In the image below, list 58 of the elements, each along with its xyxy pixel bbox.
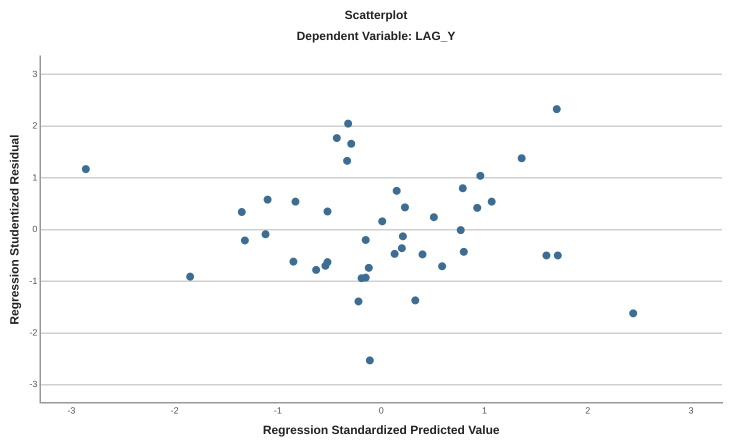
point	[262, 230, 270, 238]
chart-subtitle: Dependent Variable: LAG_Y	[296, 29, 456, 43]
point	[473, 204, 482, 212]
point	[438, 262, 446, 270]
y-tick-label: -2	[29, 327, 38, 338]
x-tick-label: 3	[688, 406, 694, 416]
point	[518, 154, 526, 162]
point	[460, 248, 468, 256]
point	[542, 251, 550, 260]
x-tick-label: 1	[482, 406, 487, 416]
point	[238, 208, 246, 216]
point	[418, 250, 427, 258]
point	[398, 244, 406, 252]
point	[390, 250, 399, 258]
point	[332, 134, 341, 142]
point	[343, 156, 352, 165]
point	[312, 266, 320, 274]
point	[291, 198, 300, 206]
point	[186, 272, 194, 281]
y-tick-label: -1	[29, 276, 38, 286]
point	[378, 217, 386, 226]
y-tick-label: 1	[32, 172, 38, 182]
x-tick-label: -2	[170, 406, 179, 416]
point	[364, 264, 373, 272]
y-tick-label: 2	[32, 120, 38, 131]
x-tick-label: 2	[585, 406, 590, 416]
x-tick-label: -1	[274, 406, 282, 416]
point	[488, 198, 496, 206]
point	[264, 196, 272, 204]
x-tick-label: 0	[378, 406, 384, 416]
point	[344, 120, 352, 128]
point	[362, 236, 370, 244]
point	[476, 172, 484, 180]
chart-title: Scatterplot	[344, 8, 408, 22]
y-axis-title: Regression Studentized Residual	[8, 134, 22, 325]
x-tick-label: -3	[67, 406, 76, 416]
x-axis-title: Regression Standardized Predicted Value	[262, 423, 500, 438]
point	[82, 165, 90, 174]
point	[324, 258, 332, 266]
point	[324, 208, 332, 216]
point	[289, 258, 298, 266]
point	[366, 356, 374, 364]
point	[354, 297, 362, 306]
point	[411, 296, 420, 304]
y-tick-label: -3	[29, 379, 38, 390]
y-tick-label: 0	[32, 224, 38, 234]
y-tick-label: 3	[32, 68, 38, 79]
point	[458, 184, 467, 192]
point	[456, 226, 465, 234]
point	[554, 251, 562, 260]
point	[240, 236, 249, 244]
point	[629, 309, 638, 318]
point	[552, 105, 561, 114]
point	[430, 213, 438, 222]
point	[392, 186, 401, 195]
point	[400, 203, 409, 212]
point	[347, 140, 356, 148]
point	[398, 232, 407, 240]
